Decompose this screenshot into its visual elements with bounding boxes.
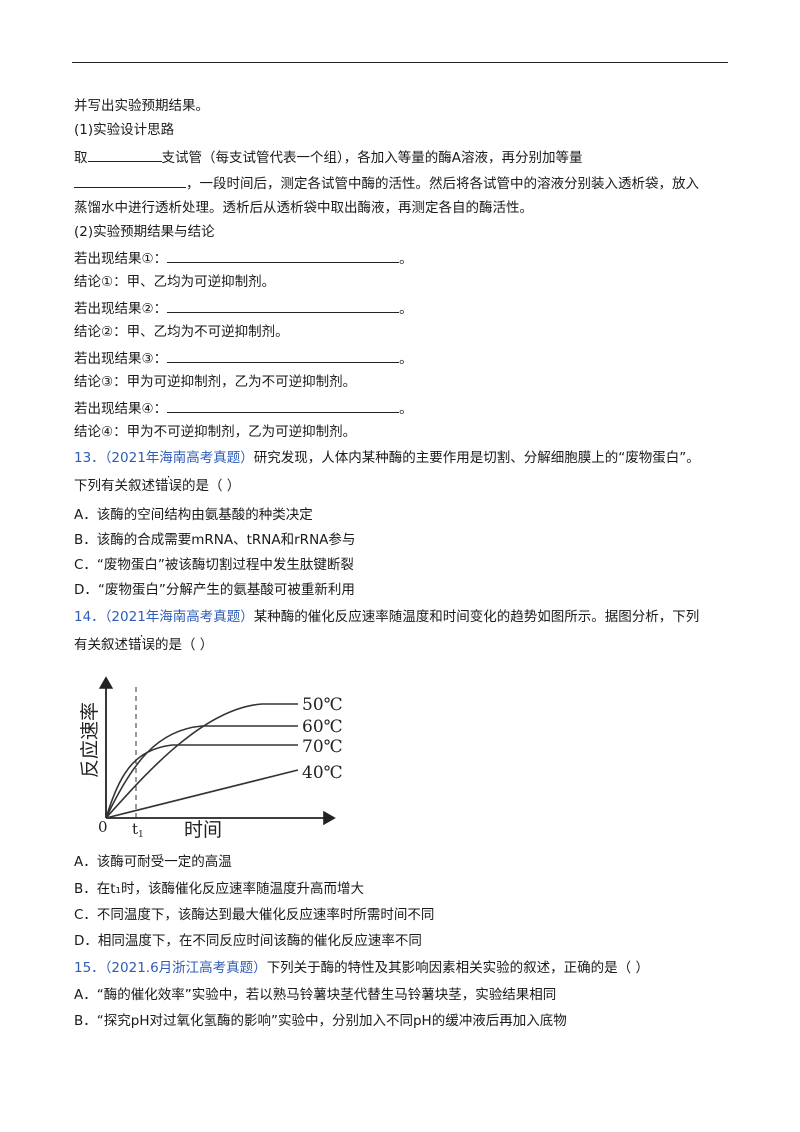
question-source: （2021.6月浙江高考真题） (104, 960, 267, 976)
intro-line: 并写出实验预期结果。 (74, 98, 209, 114)
q14-option-a: A．该酶可耐受一定的高温 (74, 854, 232, 870)
curve-50c (105, 703, 298, 819)
fill-blank (167, 297, 400, 313)
enzyme-rate-figure: 50℃ 60℃ 70℃ 40℃ 0 t1 时间 反应速率 (72, 668, 362, 848)
q15-option-a: A．“酶的催化效率”实验中，若以熟马铃薯块茎代替生马铃薯块茎，实验结果相同 (74, 987, 557, 1003)
fill-blank (74, 172, 186, 188)
origin-label: 0 (98, 818, 108, 836)
emphasized-word: 错误 (128, 637, 155, 653)
result-end: 。 (399, 251, 413, 267)
curve-40c (105, 769, 299, 819)
stem-text: 的是（ ） (182, 478, 241, 494)
stem-text: 有关叙述 (74, 637, 128, 653)
question-number: 15． (74, 960, 105, 976)
result-label: 若出现结果③： (74, 351, 168, 367)
result-line-3: 若出现结果③： 。 (74, 347, 413, 369)
curve-70c (105, 744, 298, 819)
q13-option-c: C．“废物蛋白”被该酶切割过程中发生肽键断裂 (74, 557, 354, 573)
q14-option-d: D．相同温度下，在不同反应时间该酶的催化反应速率不同 (74, 933, 422, 949)
result-end: 。 (399, 401, 413, 417)
result-label: 若出现结果④： (74, 401, 168, 417)
text: ，一段时间后，测定各试管中酶的活性。然后将各试管中的溶液分别装入透析袋，放入 (186, 176, 699, 192)
question-source: （2021年海南高考真题） (104, 450, 254, 466)
result-end: 。 (399, 351, 413, 367)
q14-stem-line-1: 14．（2021年海南高考真题）某种酶的催化反应速率随温度和时间变化的趋势如图所… (74, 607, 699, 627)
design-line-1: 取 支试管（每支试管代表一个组），各加入等量的酶A溶液，再分别加等量 (74, 146, 582, 168)
fill-blank (167, 247, 400, 263)
y-axis-label: 反应速率 (79, 702, 101, 778)
result-line-4: 若出现结果④： 。 (74, 397, 413, 419)
result-label: 若出现结果②： (74, 301, 168, 317)
text: 取 (74, 150, 88, 166)
q13-option-d: D．“废物蛋白”分解产生的氨基酸可被重新利用 (74, 582, 355, 598)
text: 支试管（每支试管代表一个组），各加入等量的酶A溶液，再分别加等量 (161, 150, 583, 166)
x-axis-label: 时间 (184, 819, 222, 841)
curve-label-40: 40℃ (302, 763, 343, 783)
stem-text: 下列关于酶的特性及其影响因素相关实验的叙述，正确的是（ ） (266, 960, 649, 976)
conclusion-3: 结论③：甲为可逆抑制剂，乙为不可逆抑制剂。 (74, 374, 357, 390)
question-number: 14． (74, 609, 105, 625)
conclusion-4: 结论④：甲为不可逆抑制剂，乙为可逆抑制剂。 (74, 424, 357, 440)
curve-60c (105, 725, 298, 819)
t1-label: t1 (132, 820, 144, 840)
design-line-3: 蒸馏水中进行透析处理。透析后从透析袋中取出酶液，再测定各自的酶活性。 (74, 200, 533, 216)
result-line-2: 若出现结果②： 。 (74, 297, 413, 319)
conclusion-1: 结论①：甲、乙均为可逆抑制剂。 (74, 274, 276, 290)
conclusion-2: 结论②：甲、乙均为不可逆抑制剂。 (74, 324, 289, 340)
q14-stem-line-2: 有关叙述错误的是（ ） (74, 635, 213, 655)
q15-stem: 15．（2021.6月浙江高考真题）下列关于酶的特性及其影响因素相关实验的叙述，… (74, 958, 649, 978)
q13-stem-line-1: 13．（2021年海南高考真题）研究发现，人体内某种酶的主要作用是切割、分解细胞… (74, 448, 700, 468)
q13-stem-line-2: 下列有关叙述错误的是（ ） (74, 476, 240, 496)
design-line-2: ，一段时间后，测定各试管中酶的活性。然后将各试管中的溶液分别装入透析袋，放入 (74, 172, 699, 194)
section-heading-results: (2)实验预期结果与结论 (74, 224, 215, 240)
fill-blank (167, 397, 400, 413)
stem-text: 下列有关叙述 (74, 478, 155, 494)
question-source: （2021年海南高考真题） (104, 609, 254, 625)
question-number: 13． (74, 450, 105, 466)
q15-option-b: B．“探究pH对过氧化氢酶的影响”实验中，分别加入不同pH的缓冲液后再加入底物 (74, 1013, 567, 1029)
curve-label-70: 70℃ (302, 737, 343, 757)
q13-option-b: B．该酶的合成需要mRNA、tRNA和rRNA参与 (74, 532, 356, 548)
curve-label-60: 60℃ (302, 717, 343, 737)
q13-option-a: A．该酶的空间结构由氨基酸的种类决定 (74, 507, 313, 523)
q14-option-b: B．在t₁时，该酶催化反应速率随温度升高而增大 (74, 881, 364, 897)
header-rule (72, 62, 728, 63)
curve-label-50: 50℃ (302, 695, 343, 715)
result-label: 若出现结果①： (74, 251, 168, 267)
stem-text: 研究发现，人体内某种酶的主要作用是切割、分解细胞膜上的“废物蛋白”。 (253, 450, 700, 466)
section-heading-design: (1)实验设计思路 (74, 122, 175, 138)
fill-blank (87, 146, 162, 162)
q14-option-c: C．不同温度下，该酶达到最大催化反应速率时所需时间不同 (74, 907, 435, 923)
stem-text: 某种酶的催化反应速率随温度和时间变化的趋势如图所示。据图分析，下列 (253, 609, 700, 625)
emphasized-word: 错误 (155, 478, 182, 494)
stem-text: 的是（ ） (155, 637, 214, 653)
fill-blank (167, 347, 400, 363)
result-line-1: 若出现结果①： 。 (74, 247, 413, 269)
result-end: 。 (399, 301, 413, 317)
